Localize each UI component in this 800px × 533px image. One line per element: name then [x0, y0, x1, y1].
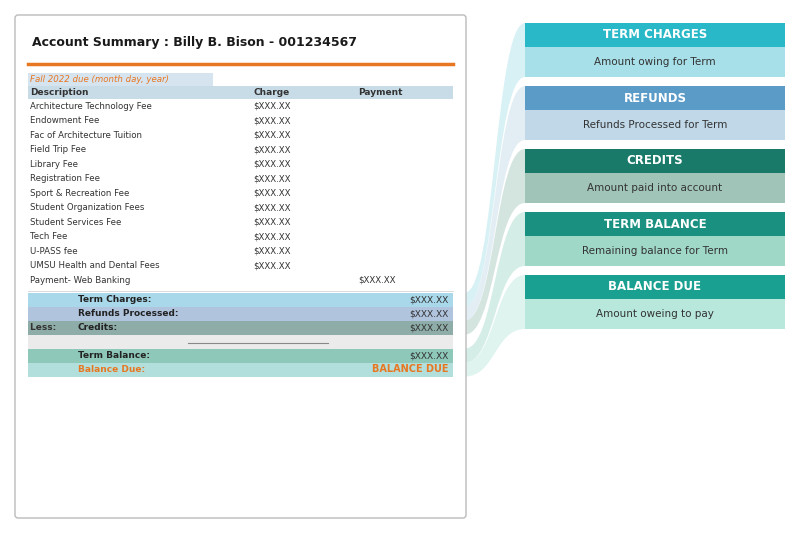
Text: $XXX.XX: $XXX.XX: [253, 261, 290, 270]
PathPatch shape: [465, 23, 525, 306]
Bar: [28, 349, 453, 362]
Text: TERM CHARGES: TERM CHARGES: [603, 28, 707, 42]
Bar: [525, 47, 785, 77]
Text: Balance Due:: Balance Due:: [78, 365, 145, 374]
Text: Amount paid into account: Amount paid into account: [587, 183, 722, 193]
Text: Account Summary : Billy B. Bison - 001234567: Account Summary : Billy B. Bison - 00123…: [32, 36, 357, 49]
Text: $XXX.XX: $XXX.XX: [253, 160, 290, 169]
Text: $XXX.XX: $XXX.XX: [253, 247, 290, 256]
Text: CREDITS: CREDITS: [626, 155, 683, 167]
Text: $XXX.XX: $XXX.XX: [410, 323, 449, 332]
Bar: [28, 306, 453, 320]
Text: $XXX.XX: $XXX.XX: [253, 102, 290, 111]
Text: Remaining balance for Term: Remaining balance for Term: [582, 246, 728, 256]
Text: Endowment Fee: Endowment Fee: [30, 116, 99, 125]
Text: $XXX.XX: $XXX.XX: [253, 174, 290, 183]
Bar: [525, 173, 785, 203]
Text: Amount owing for Term: Amount owing for Term: [594, 57, 716, 67]
Text: U-PASS fee: U-PASS fee: [30, 247, 78, 256]
Text: UMSU Health and Dental Fees: UMSU Health and Dental Fees: [30, 261, 160, 270]
Text: Payment- Web Banking: Payment- Web Banking: [30, 276, 130, 285]
Bar: [525, 149, 785, 173]
Text: $XXX.XX: $XXX.XX: [253, 189, 290, 198]
Text: Amount oweing to pay: Amount oweing to pay: [596, 309, 714, 319]
Bar: [28, 362, 453, 376]
Bar: [525, 236, 785, 266]
Text: REFUNDS: REFUNDS: [623, 92, 686, 104]
Bar: [525, 110, 785, 140]
Bar: [28, 293, 453, 306]
Text: $XXX.XX: $XXX.XX: [358, 276, 395, 285]
Text: Term Charges:: Term Charges:: [78, 295, 151, 304]
Text: BALANCE DUE: BALANCE DUE: [373, 365, 449, 375]
Text: Student Services Fee: Student Services Fee: [30, 218, 122, 227]
Text: $XXX.XX: $XXX.XX: [253, 203, 290, 212]
Text: Refunds Processed:: Refunds Processed:: [78, 309, 178, 318]
Text: Term Balance:: Term Balance:: [78, 351, 150, 360]
Bar: [28, 320, 453, 335]
Text: Refunds Processed for Term: Refunds Processed for Term: [583, 120, 727, 130]
Bar: [525, 275, 785, 299]
Text: Less:: Less:: [30, 323, 62, 332]
Bar: [525, 299, 785, 329]
Text: Library Fee: Library Fee: [30, 160, 78, 169]
Bar: [525, 212, 785, 236]
Text: $XXX.XX: $XXX.XX: [253, 131, 290, 140]
PathPatch shape: [465, 275, 525, 376]
Text: $XXX.XX: $XXX.XX: [253, 116, 290, 125]
Text: $XXX.XX: $XXX.XX: [253, 232, 290, 241]
Text: Credits:: Credits:: [78, 323, 118, 332]
FancyBboxPatch shape: [15, 15, 466, 518]
Text: Field Trip Fee: Field Trip Fee: [30, 146, 86, 154]
Bar: [28, 73, 213, 86]
Bar: [525, 23, 785, 47]
Text: Fac of Architecture Tuition: Fac of Architecture Tuition: [30, 131, 142, 140]
Text: Description: Description: [30, 88, 89, 97]
Text: Fall 2022 due (month day, year): Fall 2022 due (month day, year): [30, 75, 169, 84]
Text: $XXX.XX: $XXX.XX: [253, 218, 290, 227]
Bar: [525, 86, 785, 110]
Text: Sport & Recreation Fee: Sport & Recreation Fee: [30, 189, 130, 198]
Text: BALANCE DUE: BALANCE DUE: [609, 280, 702, 294]
PathPatch shape: [465, 212, 525, 362]
Text: $XXX.XX: $XXX.XX: [410, 295, 449, 304]
PathPatch shape: [465, 149, 525, 335]
Text: TERM BALANCE: TERM BALANCE: [604, 217, 706, 230]
Text: $XXX.XX: $XXX.XX: [410, 351, 449, 360]
Text: Tech Fee: Tech Fee: [30, 232, 67, 241]
Bar: [28, 335, 453, 349]
Text: $XXX.XX: $XXX.XX: [253, 146, 290, 154]
Text: Architecture Technology Fee: Architecture Technology Fee: [30, 102, 152, 111]
PathPatch shape: [465, 86, 525, 320]
Text: Registration Fee: Registration Fee: [30, 174, 100, 183]
Text: Charge: Charge: [253, 88, 290, 97]
Text: Payment: Payment: [358, 88, 402, 97]
Text: $XXX.XX: $XXX.XX: [410, 309, 449, 318]
Text: Student Organization Fees: Student Organization Fees: [30, 203, 144, 212]
Bar: [28, 86, 453, 99]
